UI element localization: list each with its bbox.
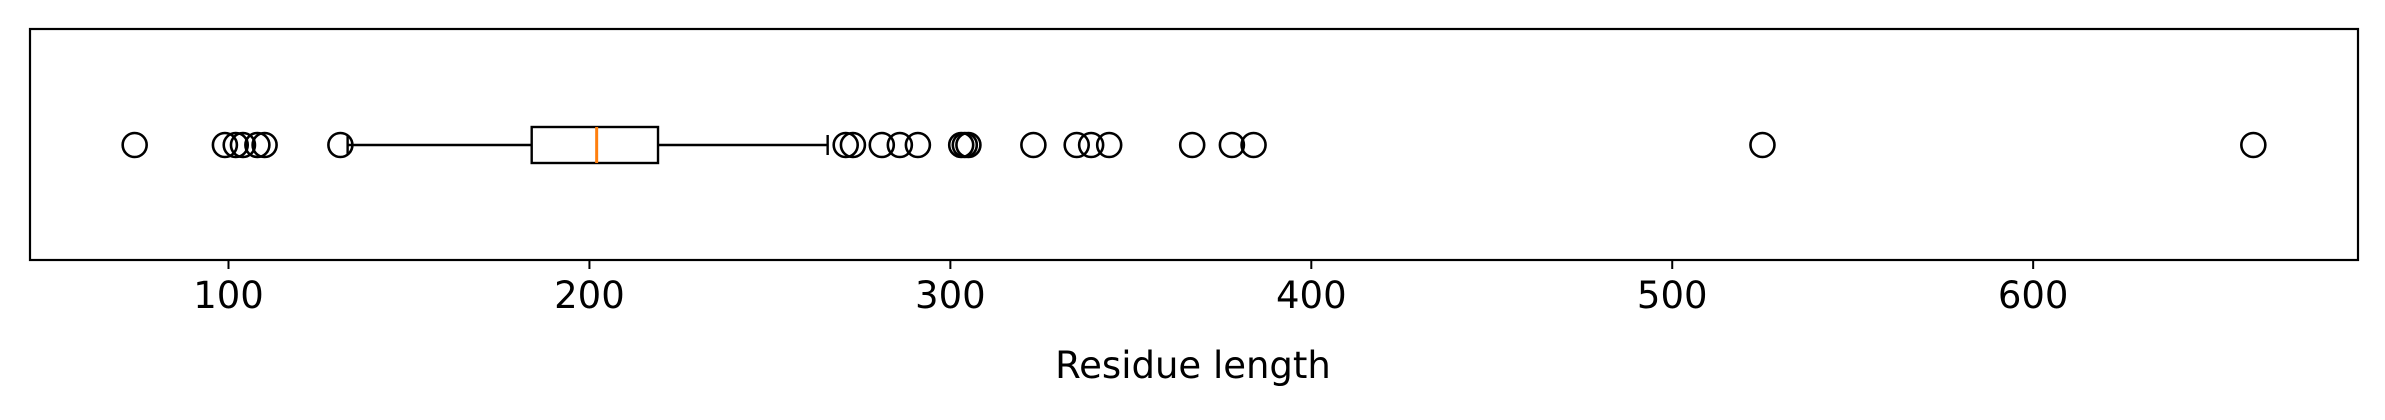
outlier-point-4 — [244, 131, 271, 159]
x-tick-label-3: 400 — [1276, 274, 1347, 317]
outlier-point-17 — [1077, 131, 1105, 159]
outlier-point-5 — [251, 131, 278, 159]
x-axis-label: Residue length — [1055, 344, 1331, 387]
outlier-point-0 — [121, 131, 148, 159]
outlier-point-10 — [886, 131, 914, 159]
outlier-point-23 — [2240, 131, 2267, 159]
outlier-point-8 — [839, 131, 867, 159]
outlier-point-14 — [955, 131, 982, 159]
outlier-point-19 — [1178, 131, 1206, 159]
outlier-point-3 — [229, 131, 257, 159]
outlier-point-9 — [868, 131, 896, 159]
x-tick-label-2: 300 — [915, 274, 986, 317]
outlier-point-18 — [1095, 131, 1123, 159]
outlier-point-7 — [832, 131, 860, 159]
plot-frame — [28, 27, 2360, 262]
x-tick-label-1: 200 — [554, 274, 625, 317]
outlier-point-21 — [1240, 131, 1267, 159]
outlier-point-20 — [1218, 131, 1246, 159]
outlier-point-15 — [1020, 131, 1047, 159]
outlier-point-16 — [1063, 131, 1090, 159]
outlier-point-2 — [222, 131, 250, 159]
outlier-point-6 — [327, 131, 354, 159]
x-tick-label-5: 600 — [1998, 274, 2069, 317]
outlier-point-11 — [904, 131, 932, 159]
outlier-point-1 — [211, 131, 239, 159]
x-tick-label-0: 100 — [193, 274, 264, 317]
x-tick-label-4: 500 — [1637, 274, 1708, 317]
outlier-point-22 — [1749, 131, 1776, 159]
x-axis-ticks: 100 200 300 400 500 600 — [193, 260, 2068, 317]
iqr-box — [530, 125, 660, 165]
chart-marks — [121, 125, 2267, 165]
